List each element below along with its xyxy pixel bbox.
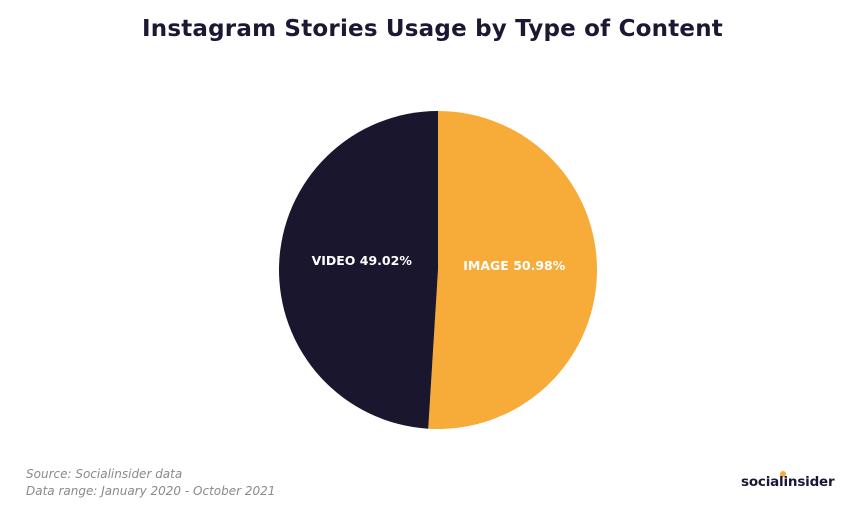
slice-label-image: IMAGE 50.98% [463,258,565,273]
brand-logo: socialinsider [741,474,835,490]
slice-label-video: VIDEO 49.02% [312,253,413,268]
chart-title: Instagram Stories Usage by Type of Conte… [142,16,723,42]
pie-slice-image [428,111,598,430]
source-note: Source: Socialinsider data [26,467,183,481]
date-range-note: Data range: January 2020 - October 2021 [26,484,276,498]
brand-logo-dot-icon [780,471,786,477]
chart-footer: Source: Socialinsider data Data range: J… [26,466,275,500]
pie-slice-video [279,111,438,429]
